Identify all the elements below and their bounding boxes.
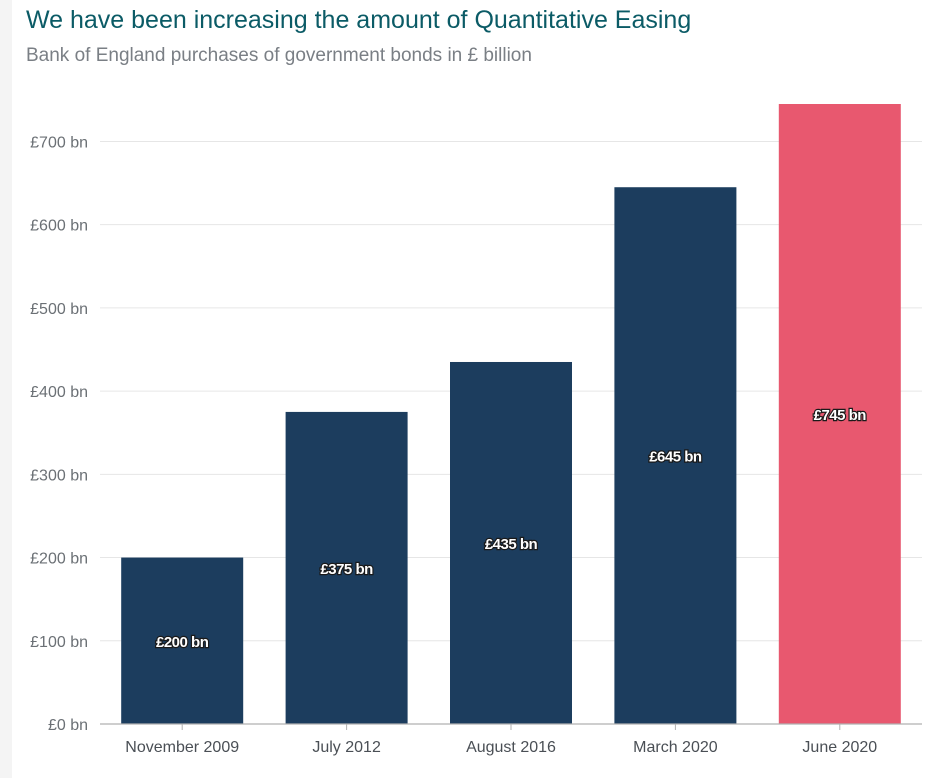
y-tick-label: £200 bn bbox=[30, 551, 88, 568]
y-tick-label: £500 bn bbox=[30, 301, 88, 318]
bar-june-2020 bbox=[778, 104, 901, 724]
chart-title: We have been increasing the amount of Qu… bbox=[26, 6, 692, 34]
y-tick-label: £300 bn bbox=[30, 467, 88, 484]
bar-march-2020 bbox=[614, 187, 737, 724]
x-tick-label: August 2016 bbox=[466, 739, 556, 756]
y-tick-label: £700 bn bbox=[30, 134, 88, 151]
data-label: £375 bn bbox=[320, 561, 373, 578]
left-margin-strip bbox=[0, 0, 12, 778]
y-tick-label: £600 bn bbox=[30, 218, 88, 235]
y-tick-label: £0 bn bbox=[48, 717, 88, 734]
bar-november-2009 bbox=[121, 557, 244, 724]
y-tick-label: £100 bn bbox=[30, 634, 88, 651]
data-label: £200 bn bbox=[156, 634, 209, 651]
bar-july-2012 bbox=[285, 411, 408, 724]
x-tick-label: March 2020 bbox=[633, 739, 718, 756]
bar-august-2016 bbox=[450, 361, 572, 724]
data-label: £745 bn bbox=[814, 407, 867, 424]
x-tick-label: November 2009 bbox=[125, 739, 239, 756]
chart-subtitle: Bank of England purchases of government … bbox=[26, 45, 532, 66]
x-tick-label: July 2012 bbox=[312, 739, 381, 756]
data-label: £435 bn bbox=[485, 536, 538, 553]
data-label: £645 bn bbox=[649, 449, 702, 466]
x-tick-label: June 2020 bbox=[802, 739, 877, 756]
y-tick-label: £400 bn bbox=[30, 384, 88, 401]
